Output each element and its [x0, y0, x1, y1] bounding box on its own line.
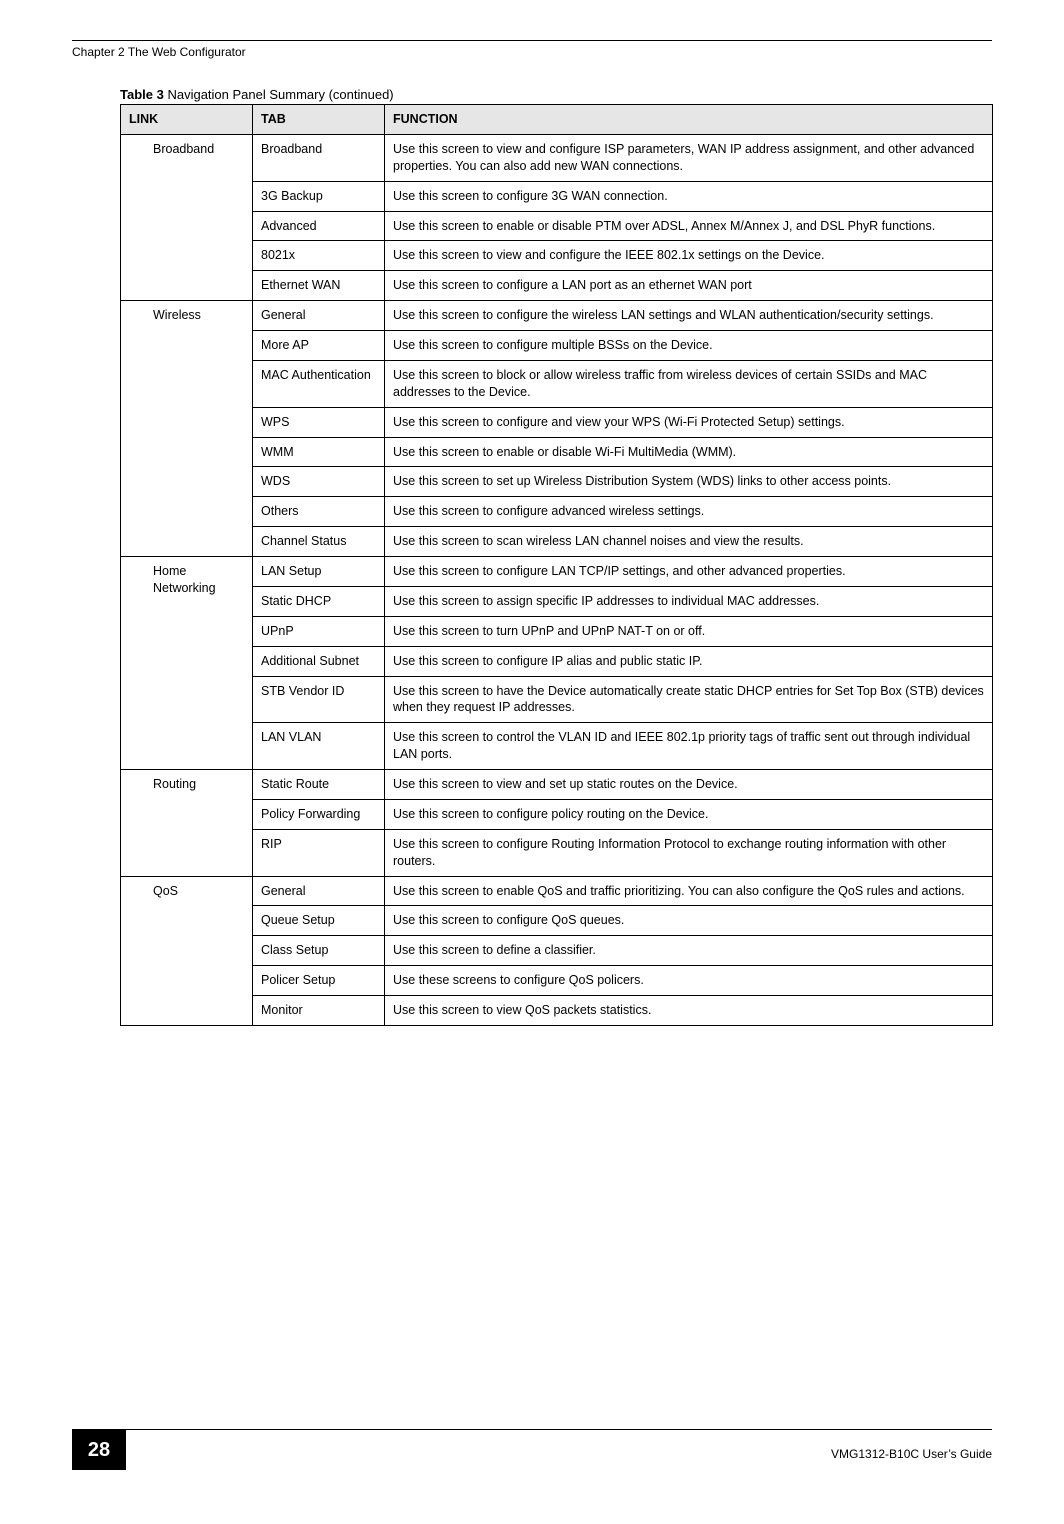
function-cell: Use this screen to configure the wireles… — [385, 301, 993, 331]
chapter-title: Chapter 2 The Web Configurator — [72, 45, 992, 59]
tab-cell: WMM — [253, 437, 385, 467]
navigation-table: LINK TAB FUNCTION BroadbandBroadbandUse … — [120, 104, 993, 1026]
link-label: Home Networking — [129, 563, 244, 597]
function-cell: Use this screen to configure IP alias an… — [385, 646, 993, 676]
link-label: QoS — [129, 883, 178, 900]
function-cell: Use this screen to enable QoS and traffi… — [385, 876, 993, 906]
footer-text: VMG1312-B10C User’s Guide — [831, 1439, 992, 1461]
tab-cell: MAC Authentication — [253, 360, 385, 407]
function-cell: Use this screen to view and configure th… — [385, 241, 993, 271]
tab-cell: 3G Backup — [253, 181, 385, 211]
function-cell: Use this screen to view and set up stati… — [385, 770, 993, 800]
link-cell: Home Networking — [121, 557, 253, 770]
tab-cell: UPnP — [253, 616, 385, 646]
function-cell: Use this screen to configure LAN TCP/IP … — [385, 557, 993, 587]
function-cell: Use this screen to configure QoS queues. — [385, 906, 993, 936]
function-cell: Use this screen to define a classifier. — [385, 936, 993, 966]
tab-cell: Others — [253, 497, 385, 527]
tab-cell: Static Route — [253, 770, 385, 800]
function-cell: Use this screen to assign specific IP ad… — [385, 586, 993, 616]
tab-cell: STB Vendor ID — [253, 676, 385, 723]
tab-cell: Policy Forwarding — [253, 799, 385, 829]
function-cell: Use this screen to set up Wireless Distr… — [385, 467, 993, 497]
page: Chapter 2 The Web Configurator Table 3 N… — [0, 0, 1064, 1524]
tab-cell: General — [253, 876, 385, 906]
table-row: QoS GeneralUse this screen to enable QoS … — [121, 876, 993, 906]
table-row: Routing Static RouteUse this screen to vi… — [121, 770, 993, 800]
function-cell: Use this screen to configure policy rout… — [385, 799, 993, 829]
function-cell: Use this screen to configure and view yo… — [385, 407, 993, 437]
tab-cell: Additional Subnet — [253, 646, 385, 676]
function-cell: Use this screen to enable or disable PTM… — [385, 211, 993, 241]
tab-cell: Advanced — [253, 211, 385, 241]
tab-cell: LAN VLAN — [253, 723, 385, 770]
page-number: 28 — [72, 1430, 126, 1470]
function-cell: Use this screen to configure advanced wi… — [385, 497, 993, 527]
tab-cell: Channel Status — [253, 527, 385, 557]
table-row: Home NetworkingLAN SetupUse this screen … — [121, 557, 993, 587]
function-cell: Use this screen to configure 3G WAN conn… — [385, 181, 993, 211]
col-function: FUNCTION — [385, 105, 993, 135]
table-caption-rest: Navigation Panel Summary (continued) — [164, 87, 394, 102]
tab-cell: WPS — [253, 407, 385, 437]
function-cell: Use this screen to turn UPnP and UPnP NA… — [385, 616, 993, 646]
footer-row: 28 VMG1312-B10C User’s Guide — [72, 1430, 992, 1470]
header-rule — [72, 40, 992, 41]
tab-cell: RIP — [253, 829, 385, 876]
function-cell: Use this screen to view QoS packets stat… — [385, 996, 993, 1026]
col-tab: TAB — [253, 105, 385, 135]
tab-cell: More AP — [253, 331, 385, 361]
link-label: Routing — [129, 776, 196, 793]
function-cell: Use this screen to have the Device autom… — [385, 676, 993, 723]
function-cell: Use this screen to configure a LAN port … — [385, 271, 993, 301]
link-label: Broadband — [129, 141, 214, 158]
function-cell: Use this screen to configure Routing Inf… — [385, 829, 993, 876]
col-link: LINK — [121, 105, 253, 135]
table-caption: Table 3 Navigation Panel Summary (contin… — [120, 87, 992, 102]
function-cell: Use this screen to view and configure IS… — [385, 134, 993, 181]
function-cell: Use this screen to enable or disable Wi-… — [385, 437, 993, 467]
function-cell: Use this screen to block or allow wirele… — [385, 360, 993, 407]
function-cell: Use this screen to control the VLAN ID a… — [385, 723, 993, 770]
tab-cell: Ethernet WAN — [253, 271, 385, 301]
tab-cell: Broadband — [253, 134, 385, 181]
function-cell: Use this screen to scan wireless LAN cha… — [385, 527, 993, 557]
tab-cell: LAN Setup — [253, 557, 385, 587]
page-footer: 28 VMG1312-B10C User’s Guide — [72, 1429, 992, 1470]
link-cell: Routing — [121, 770, 253, 877]
link-cell: Broadband — [121, 134, 253, 300]
function-cell: Use these screens to configure QoS polic… — [385, 966, 993, 996]
table-row: Wireless GeneralUse this screen to config… — [121, 301, 993, 331]
link-label: Wireless — [129, 307, 201, 324]
function-cell: Use this screen to configure multiple BS… — [385, 331, 993, 361]
tab-cell: Policer Setup — [253, 966, 385, 996]
tab-cell: General — [253, 301, 385, 331]
tab-cell: Queue Setup — [253, 906, 385, 936]
link-cell: QoS — [121, 876, 253, 1025]
table-row: BroadbandBroadbandUse this screen to vie… — [121, 134, 993, 181]
tab-cell: Static DHCP — [253, 586, 385, 616]
table-body: BroadbandBroadbandUse this screen to vie… — [121, 134, 993, 1025]
tab-cell: Class Setup — [253, 936, 385, 966]
table-caption-bold: Table 3 — [120, 87, 164, 102]
link-cell: Wireless — [121, 301, 253, 557]
table-header-row: LINK TAB FUNCTION — [121, 105, 993, 135]
tab-cell: 8021x — [253, 241, 385, 271]
tab-cell: Monitor — [253, 996, 385, 1026]
tab-cell: WDS — [253, 467, 385, 497]
